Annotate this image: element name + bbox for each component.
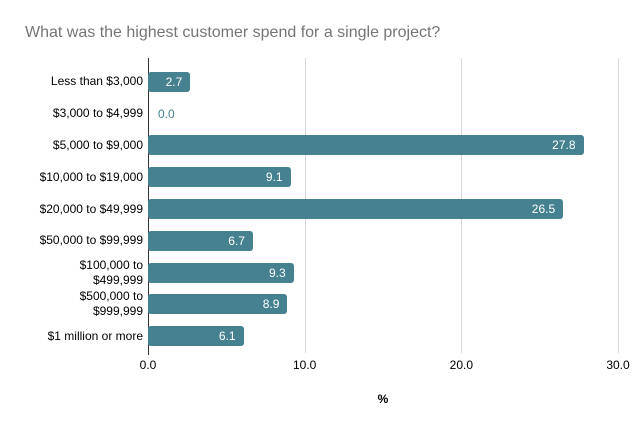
bar-value-label: 26.5 — [531, 202, 556, 217]
bar-row: 27.8 — [148, 130, 618, 162]
bar-value-label: 0.0 — [158, 106, 175, 121]
category-label-row: $3,000 to $4,999 — [31, 98, 143, 130]
category-label: $1 million or more — [47, 328, 143, 343]
bar-row: 9.3 — [148, 257, 618, 289]
bar: 9.1 — [148, 167, 291, 188]
gridline — [618, 58, 619, 353]
bar-value-label: 9.1 — [265, 170, 283, 185]
bar-value-label: 27.8 — [552, 138, 576, 153]
category-label-row: Less than $3,000 — [31, 66, 143, 98]
bar-row: 6.1 — [148, 320, 618, 352]
category-label-row: $20,000 to $49,999 — [31, 193, 143, 225]
bar-row: 8.9 — [148, 288, 618, 320]
bar: 9.3 — [148, 262, 294, 283]
category-label: Less than $3,000 — [50, 74, 143, 89]
bar-value-label: 9.3 — [269, 265, 286, 280]
bar: 26.5 — [148, 199, 564, 220]
bar-value-label: 6.7 — [228, 233, 245, 248]
category-label: $500,000 to $999,999 — [79, 289, 143, 319]
category-label: $100,000 to $499,999 — [79, 257, 143, 287]
bar-row: 0.0 — [148, 98, 618, 130]
category-labels: Less than $3,000 $3,000 to $4,999 $5,000 t… — [31, 66, 143, 352]
category-label-row: $10,000 to $19,000 — [31, 161, 143, 193]
category-label: $50,000 to $99,999 — [39, 233, 143, 248]
x-tick-label: 10.0 — [292, 358, 317, 372]
category-label: $10,000 to $19,000 — [39, 169, 143, 184]
category-label: $20,000 to $49,999 — [39, 201, 143, 216]
bar: 2.7 — [148, 71, 191, 92]
category-label: $5,000 to $9,000 — [52, 137, 143, 152]
category-label-row: $50,000 to $99,999 — [31, 225, 143, 257]
x-tick-label: 0.0 — [139, 358, 157, 372]
bar-rows: 2.7 0.0 27.8 9.1 26.5 6.7 9.3 8.9 6.1 — [148, 66, 618, 352]
category-label-row: $500,000 to $999,999 — [31, 288, 143, 320]
bar-value-label: 8.9 — [262, 297, 280, 312]
bar: 8.9 — [148, 294, 288, 315]
chart-title: What was the highest customer spend for … — [25, 24, 441, 41]
category-label-row: $1 million or more — [31, 320, 143, 352]
category-label-row: $100,000 to $499,999 — [31, 257, 143, 289]
bar-row: 9.1 — [148, 161, 618, 193]
bar-row: 2.7 — [148, 66, 618, 98]
category-label: $3,000 to $4,999 — [52, 106, 143, 121]
bar-value-label: 2.7 — [165, 74, 183, 89]
bar: 27.8 — [148, 135, 584, 156]
x-axis-title: % — [377, 392, 389, 406]
bar: 6.1 — [148, 326, 244, 347]
bar-row: 6.7 — [148, 225, 618, 257]
category-label-row: $5,000 to $9,000 — [31, 130, 143, 162]
x-tick-label: 20.0 — [449, 358, 474, 372]
bar-row: 26.5 — [148, 193, 618, 225]
bar-value-label: 6.1 — [218, 329, 236, 344]
x-tick-label: 30.0 — [606, 358, 630, 372]
bar: 6.7 — [148, 230, 253, 251]
